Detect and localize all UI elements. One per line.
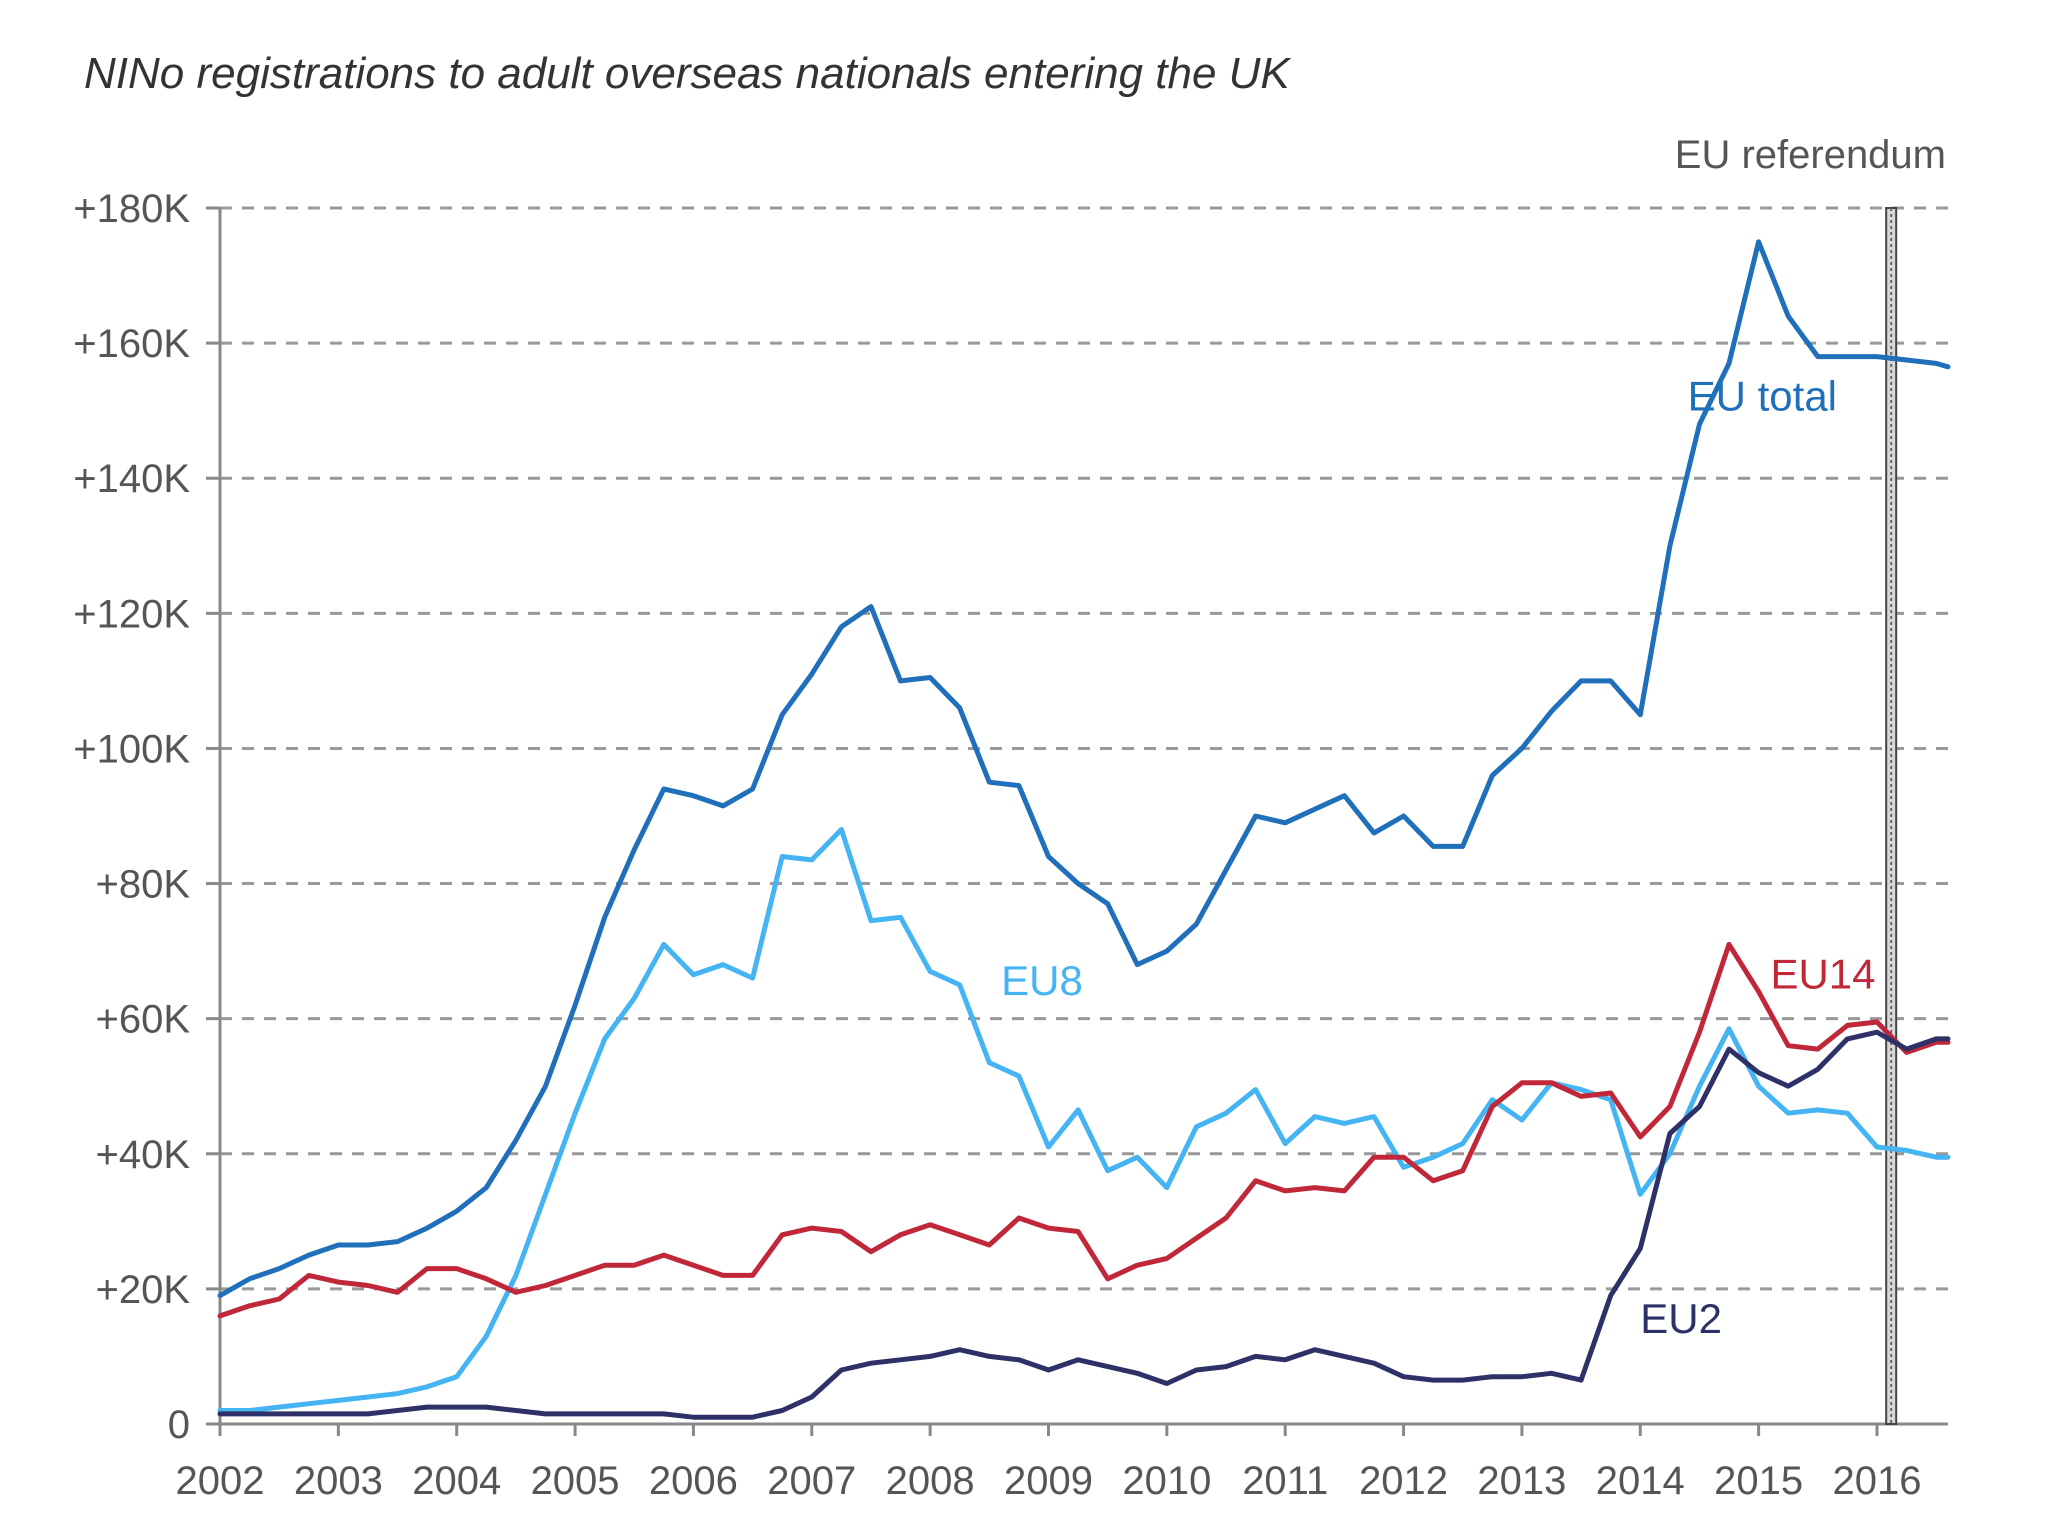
x-tick-label-10: 2012 (1359, 1459, 1448, 1503)
x-tick-label-13: 2015 (1714, 1459, 1803, 1503)
series-label-eu8: EU8 (1001, 957, 1083, 1004)
series-line-eu-total (217, 239, 1951, 1299)
y-tick-label-6: +120K (73, 592, 190, 636)
series-label-eu-total: EU total (1688, 373, 1837, 420)
x-tick-label-7: 2009 (1004, 1459, 1093, 1503)
x-tick-label-2: 2004 (412, 1459, 501, 1503)
y-tick-label-0: 0 (168, 1403, 190, 1447)
x-tick-label-11: 2013 (1477, 1459, 1566, 1503)
x-tick-label-4: 2006 (649, 1459, 738, 1503)
x-tick-label-0: 2002 (176, 1459, 265, 1503)
x-tick-label-3: 2005 (531, 1459, 620, 1503)
x-tick-label-5: 2007 (767, 1459, 856, 1503)
series-label-eu14: EU14 (1770, 950, 1875, 997)
y-tick-label-1: +20K (95, 1268, 190, 1312)
y-tick-label-4: +80K (95, 863, 190, 907)
series-line-eu2 (217, 1029, 1951, 1420)
chart-title: NINo registrations to adult overseas nat… (84, 49, 1291, 98)
axes: 0 +20K +40K +60K +80K +100K +120K +140K +160K +18… (73, 187, 1948, 1503)
y-tick-label-5: +100K (73, 727, 190, 771)
x-tick-label-1: 2003 (294, 1459, 383, 1503)
y-tick-label-2: +40K (95, 1133, 190, 1177)
y-tick-label-7: +140K (73, 457, 190, 501)
y-tick-label-9: +180K (73, 187, 190, 231)
referendum-label: EU referendum (1675, 133, 1946, 177)
series-labels: EU total EU8 EU14 EU2 (1001, 373, 1875, 1342)
x-tick-label-6: 2008 (886, 1459, 975, 1503)
series-line-eu8 (217, 827, 1951, 1413)
x-tick-label-12: 2014 (1596, 1459, 1685, 1503)
x-tick-label-9: 2011 (1242, 1459, 1328, 1503)
series-lines (217, 239, 1951, 1420)
x-tick-label-14: 2016 (1832, 1459, 1921, 1503)
annotations: EU referendum (1675, 133, 1946, 1425)
x-tick-label-8: 2010 (1122, 1459, 1211, 1503)
y-tick-label-8: +160K (73, 322, 190, 366)
series-label-eu2: EU2 (1640, 1295, 1722, 1342)
y-tick-label-3: +60K (95, 998, 190, 1042)
series-line-eu14 (217, 941, 1951, 1319)
